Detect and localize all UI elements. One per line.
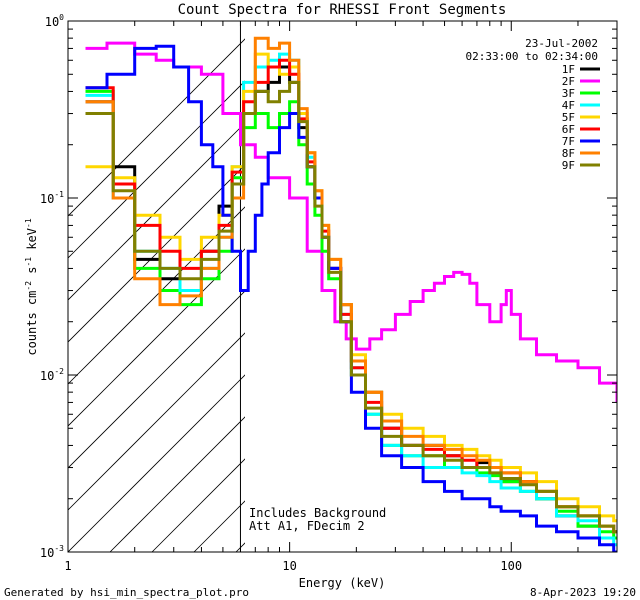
y-tick-label: 10-1 <box>40 190 64 206</box>
legend-label: 8F <box>562 147 575 160</box>
series-layer <box>85 36 617 552</box>
x-axis-ticks: 1 10 100 <box>64 21 618 573</box>
hatch-line <box>68 38 245 217</box>
hatch-line <box>68 290 245 469</box>
hatch-line <box>68 122 245 301</box>
annotation-attenuator: Att A1, FDecim 2 <box>249 519 365 533</box>
x-axis-label: Energy (keV) <box>299 576 386 590</box>
series-line-8F <box>85 36 617 534</box>
hatch-line <box>572 21 640 552</box>
x-tick-label: 10 <box>282 559 296 573</box>
y-axis-ticks: 100 10-1 10-2 10-3 <box>40 13 617 560</box>
legend-label: 3F <box>562 87 575 100</box>
hatch-line <box>278 21 640 552</box>
series-line-6F <box>85 58 617 534</box>
hatch-line <box>68 332 245 511</box>
x-tick-label: 1 <box>64 559 71 573</box>
generator-note: Generated by hsi_min_spectra_plot.pro <box>4 586 249 599</box>
observation-date: 23-Jul-2002 <box>525 37 598 50</box>
legend-label: 1F <box>562 63 575 76</box>
series-line-2F <box>85 41 617 403</box>
legend-label: 7F <box>562 135 575 148</box>
series-line-5F <box>85 52 617 523</box>
chart-title: Count Spectra for RHESSI Front Segments <box>178 2 507 18</box>
series-line-4F <box>85 52 617 547</box>
hatch-line <box>614 21 640 552</box>
y-tick-label: 100 <box>45 13 64 29</box>
y-axis-label: counts cm-2 s-1 keV-1 <box>24 218 39 355</box>
series-line-9F <box>85 80 617 534</box>
legend-label: 5F <box>562 111 575 124</box>
hatch-line <box>530 21 640 552</box>
legend-label: 2F <box>562 75 575 88</box>
hatch-line <box>68 374 245 552</box>
x-tick-label: 100 <box>500 559 522 573</box>
hatch-line <box>68 248 245 427</box>
hatch-line <box>109 416 245 552</box>
annotation-background: Includes Background <box>249 506 386 520</box>
time-range: 02:33:00 to 02:34:00 <box>466 50 598 63</box>
series-line-1F <box>85 65 617 540</box>
y-tick-label: 10-2 <box>40 367 64 383</box>
y-tick-label: 10-3 <box>40 544 64 560</box>
footer-timestamp: 8-Apr-2023 19:20 <box>530 586 636 599</box>
legend-label: 4F <box>562 99 575 112</box>
hatch-line <box>68 206 245 385</box>
legend-label: 6F <box>562 123 575 136</box>
hatch-line <box>68 164 245 343</box>
hatch-line <box>68 80 245 259</box>
plot-frame <box>67 20 618 553</box>
legend-label: 9F <box>562 159 575 172</box>
